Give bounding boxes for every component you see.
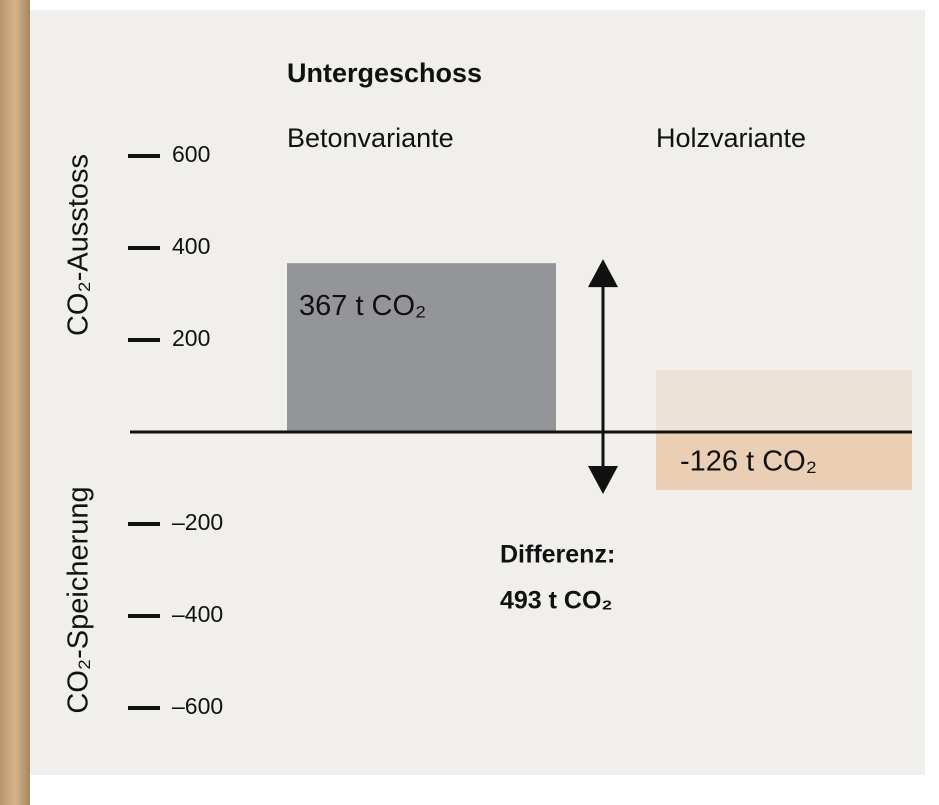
y-axis-title: CO₂-Ausstoss (63, 154, 95, 336)
value-label: 367 t CO₂ (299, 290, 426, 322)
y-axis-title: CO₂-Speicherung (63, 486, 95, 713)
value-label: -126 t CO₂ (680, 446, 817, 478)
y-tick-label: –600 (172, 693, 223, 719)
bar (287, 263, 556, 432)
chart-title: Untergeschoss (287, 58, 482, 88)
category-label: Holzvariante (656, 123, 806, 153)
y-tick-label: –200 (172, 509, 223, 535)
y-tick-label: 200 (172, 325, 210, 351)
category-label: Betonvariante (287, 123, 454, 153)
y-tick-label: 600 (172, 141, 210, 167)
bar-background (656, 370, 912, 432)
annotation-value: 493 t CO₂ (500, 587, 613, 615)
wood-strip (0, 0, 30, 805)
chart: Untergeschoss CO₂-Ausstoss CO₂-Speicheru… (0, 0, 939, 805)
annotation-label: Differenz: (500, 541, 615, 569)
y-tick-label: –400 (172, 601, 223, 627)
y-tick-label: 400 (172, 233, 210, 259)
